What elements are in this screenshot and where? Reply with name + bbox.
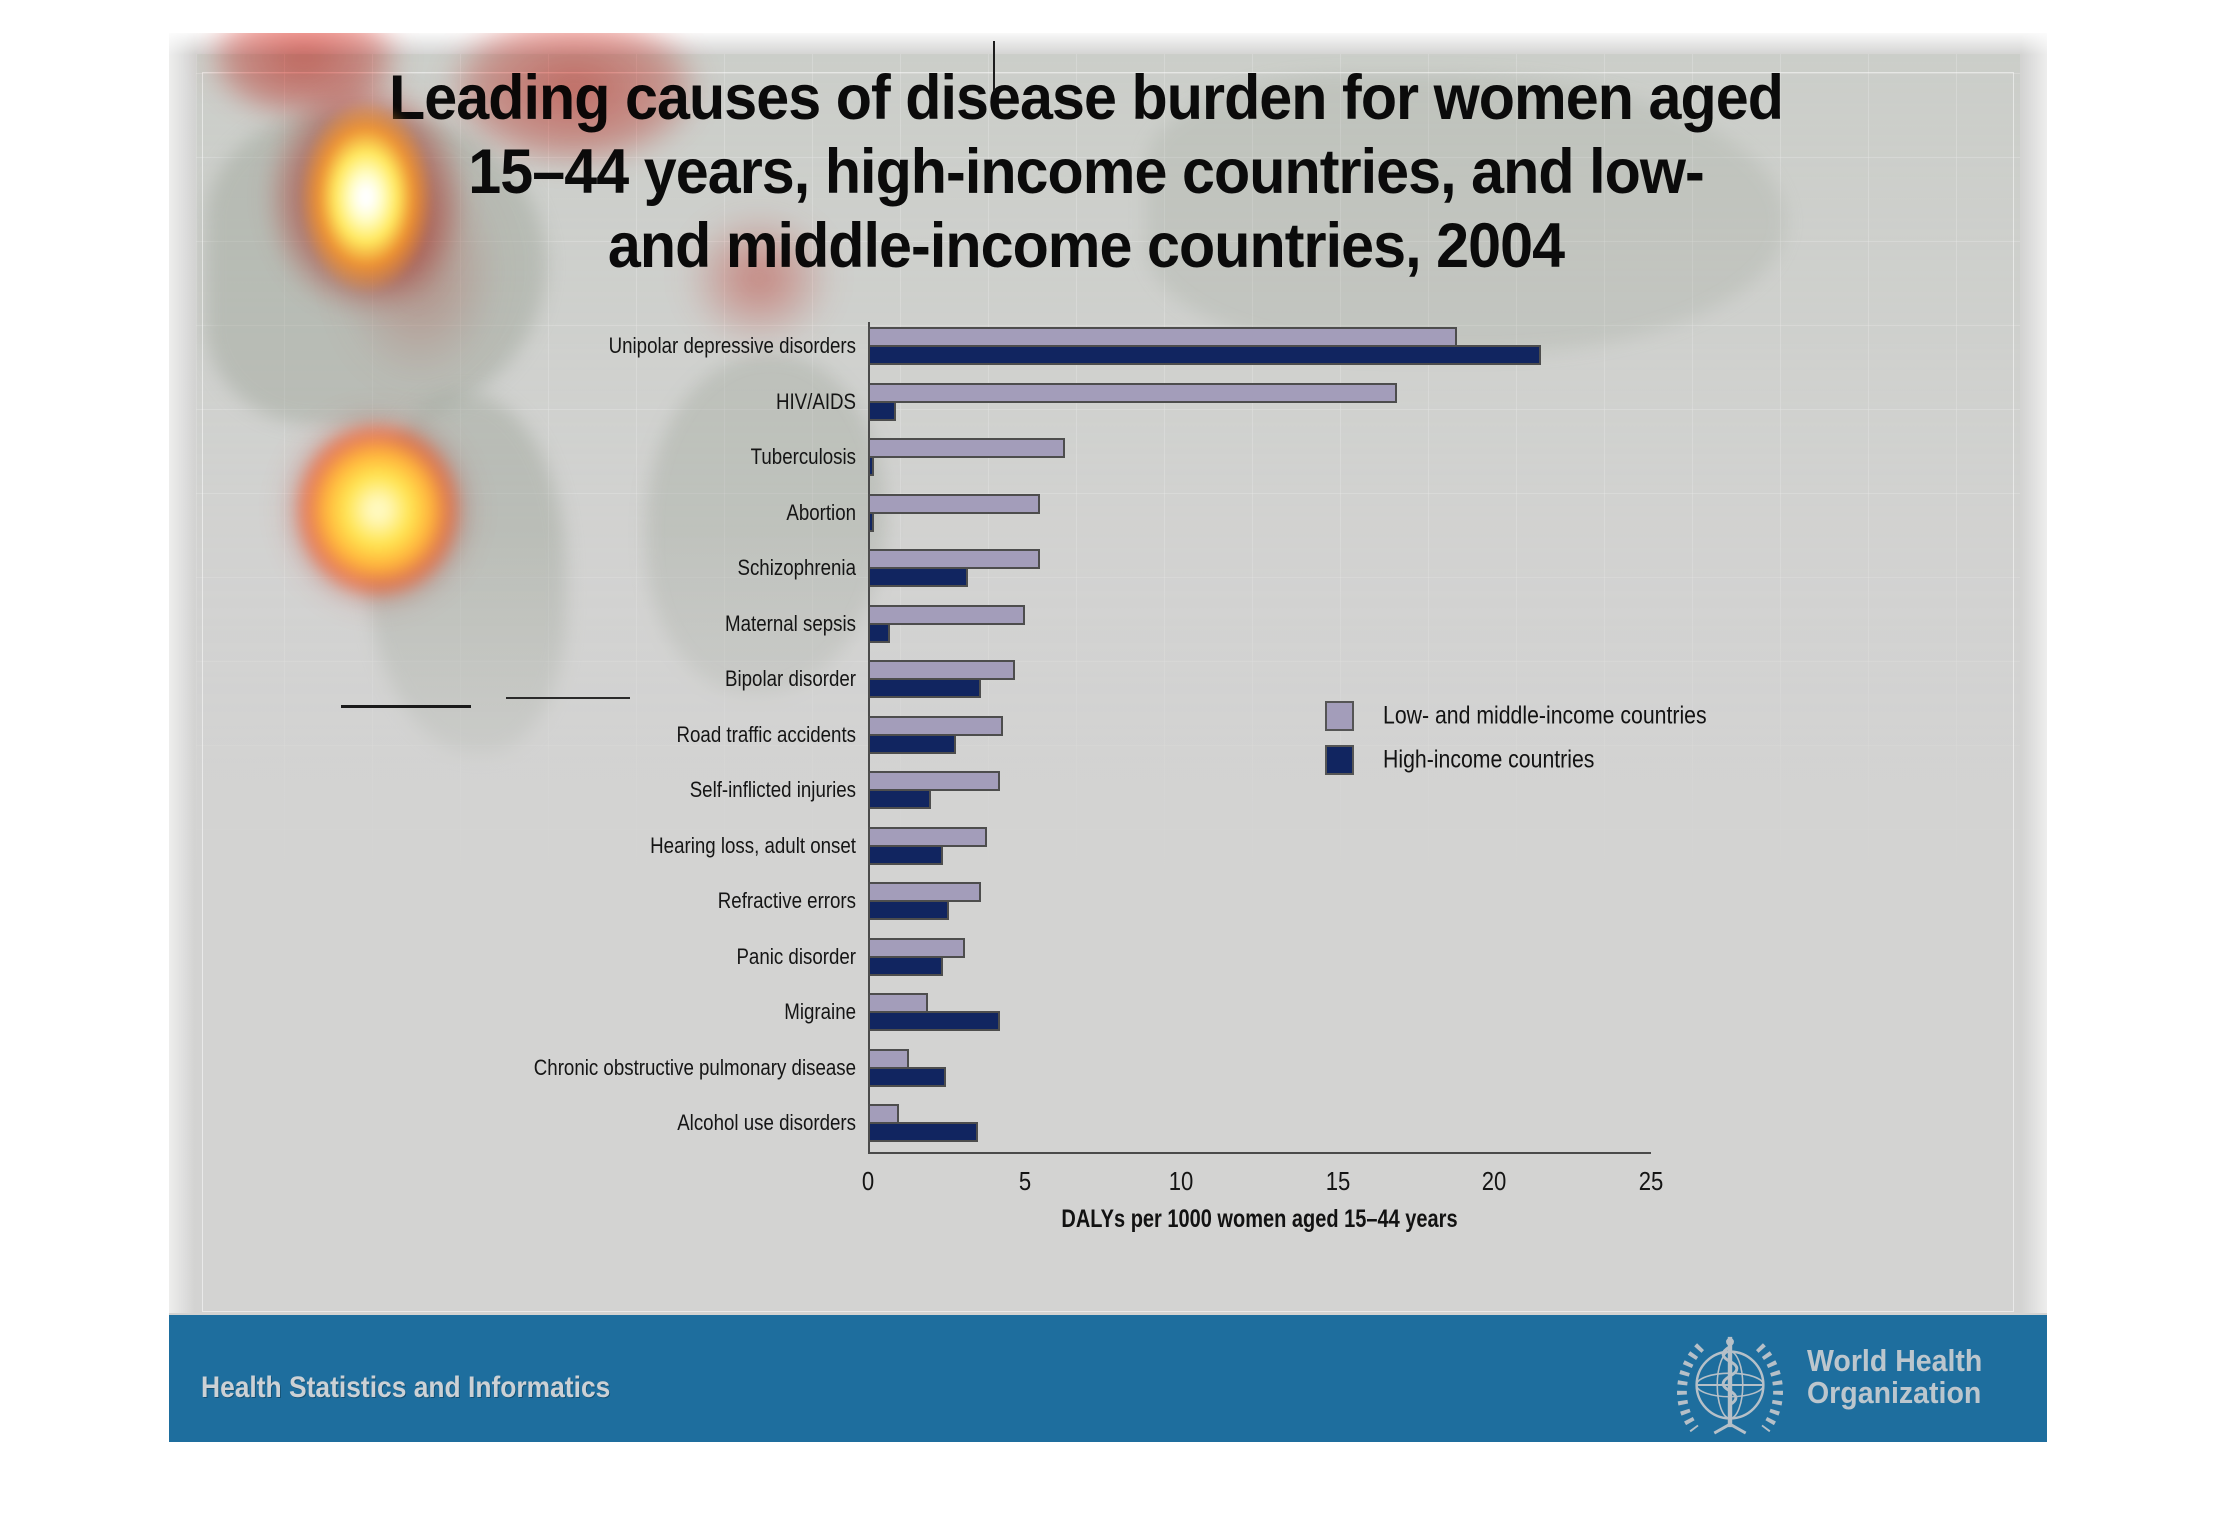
legend-label-hic: High-income countries xyxy=(1383,745,1595,774)
category-label: Panic disorder xyxy=(736,943,856,969)
chart-row: HIV/AIDS xyxy=(776,382,1651,425)
bar-low-middle-income xyxy=(868,1104,899,1124)
bar-high-income xyxy=(868,567,968,587)
bar-low-middle-income xyxy=(868,327,1457,347)
who-emblem-icon xyxy=(1677,1336,1783,1435)
x-tick-label: 5 xyxy=(1018,1166,1031,1196)
bar-high-income xyxy=(868,900,949,920)
chart-row: Migraine xyxy=(784,993,1651,1035)
bar-low-middle-income xyxy=(868,771,1000,791)
artifact-underline-1 xyxy=(341,705,471,708)
x-axis-ticks: 0 5 10 15 20 25 xyxy=(862,1166,1663,1196)
chart-row: Maternal sepsis xyxy=(725,604,1651,647)
legend-label-lmic: Low- and middle-income countries xyxy=(1383,701,1707,730)
x-tick-label: 25 xyxy=(1638,1166,1664,1196)
bar-low-middle-income xyxy=(868,1048,909,1069)
plot-area: Unipolar depressive disorders HIV/AIDS Tub… xyxy=(534,322,1651,1154)
bar-low-middle-income xyxy=(868,993,928,1013)
chart-row: Alcohol use disorders xyxy=(677,1104,1651,1146)
bar-low-middle-income xyxy=(868,882,981,902)
category-label: Refractive errors xyxy=(717,888,856,913)
bar-low-middle-income xyxy=(868,493,1040,514)
bar-low-middle-income xyxy=(868,937,965,958)
legend-item-lmic: Low- and middle-income countries xyxy=(1325,699,1975,743)
chart-row: Chronic obstructive pulmonary disease xyxy=(534,1048,1651,1091)
category-label: Abortion xyxy=(786,499,856,525)
artifact-vertical-line xyxy=(993,41,995,91)
chart-row: Self-inflicted injuries xyxy=(690,771,1651,813)
x-tick-label: 15 xyxy=(1325,1166,1351,1196)
who-logo-line-1: World Health xyxy=(1807,1343,1983,1378)
artifact-underline-2 xyxy=(506,697,630,699)
bar-low-middle-income xyxy=(868,826,987,847)
bar-high-income xyxy=(868,511,874,532)
legend: Low- and middle-income countries High-in… xyxy=(1325,699,1975,787)
category-label: Tuberculosis xyxy=(750,444,856,469)
x-axis-title: DALYs per 1000 women aged 15–44 years xyxy=(1061,1205,1458,1233)
slide-frame-right xyxy=(2021,33,2047,1313)
bar-high-income xyxy=(868,400,896,421)
bar-high-income xyxy=(868,622,890,643)
x-tick-label: 0 xyxy=(861,1166,875,1196)
bar-low-middle-income xyxy=(868,715,1003,736)
bar-high-income xyxy=(868,955,943,976)
chart-row: Road traffic accidents xyxy=(677,715,1651,758)
legend-swatch-lmic xyxy=(1325,701,1354,731)
chart-row: Schizophrenia xyxy=(737,549,1651,591)
category-label: Unipolar depressive disorders xyxy=(608,333,856,358)
title-line-2: 15–44 years, high-income countries, and … xyxy=(468,137,1704,207)
chart-row: Unipolar depressive disorders xyxy=(609,327,1651,369)
category-label: Maternal sepsis xyxy=(725,610,856,636)
slide-frame-top xyxy=(169,33,2047,55)
category-label: Self-inflicted injuries xyxy=(689,777,856,802)
footer-bar: Health Statistics and Informatics World … xyxy=(169,1315,2047,1442)
bar-high-income xyxy=(868,345,1541,365)
bar-high-income xyxy=(868,1122,978,1142)
bar-high-income xyxy=(868,678,981,698)
chart-row: Panic disorder xyxy=(736,937,1651,980)
bar-low-middle-income xyxy=(868,660,1015,680)
title-line-3: and middle-income countries, 2004 xyxy=(607,211,1565,281)
footer-department-label: Health Statistics and Informatics xyxy=(201,1371,611,1404)
legend-item-hic: High-income countries xyxy=(1325,743,1975,787)
bar-high-income xyxy=(868,1011,1000,1031)
chart-row: Abortion xyxy=(786,493,1651,536)
who-logo-line-2: Organization xyxy=(1807,1375,1982,1410)
title-line-1: Leading causes of disease burden for wom… xyxy=(389,63,1784,133)
chart-row: Tuberculosis xyxy=(751,438,1651,480)
category-label: Chronic obstructive pulmonary disease xyxy=(533,1054,856,1080)
bar-high-income xyxy=(868,733,956,754)
slide: Leading causes of disease burden for wom… xyxy=(169,33,2047,1442)
slide-title: Leading causes of disease burden for wom… xyxy=(169,61,2025,283)
who-logo-text: World Health Organization xyxy=(1807,1345,1982,1409)
slide-frame-left xyxy=(169,33,195,1313)
category-label: HIV/AIDS xyxy=(775,388,856,414)
bar-low-middle-income xyxy=(868,549,1040,569)
x-tick-label: 20 xyxy=(1482,1166,1507,1196)
bar-low-middle-income xyxy=(868,604,1025,625)
bar-low-middle-income xyxy=(868,382,1397,403)
bar-high-income xyxy=(868,844,943,865)
category-label: Road traffic accidents xyxy=(676,721,856,747)
chart-row: Bipolar disorder xyxy=(725,660,1651,702)
bar-high-income xyxy=(868,789,931,809)
category-label: Bipolar disorder xyxy=(725,666,856,691)
x-tick-label: 10 xyxy=(1168,1166,1194,1196)
x-axis-line xyxy=(868,1152,1651,1154)
legend-swatch-hic xyxy=(1325,745,1354,775)
chart-row: Refractive errors xyxy=(718,882,1651,924)
bar-high-income xyxy=(868,456,874,476)
category-label: Alcohol use disorders xyxy=(677,1110,856,1135)
category-label: Hearing loss, adult onset xyxy=(650,832,856,858)
category-label: Migraine xyxy=(784,999,856,1024)
chart-row: Hearing loss, adult onset xyxy=(650,826,1651,869)
bar-low-middle-income xyxy=(868,438,1065,458)
bar-high-income xyxy=(868,1066,946,1087)
category-label: Schizophrenia xyxy=(737,555,856,580)
